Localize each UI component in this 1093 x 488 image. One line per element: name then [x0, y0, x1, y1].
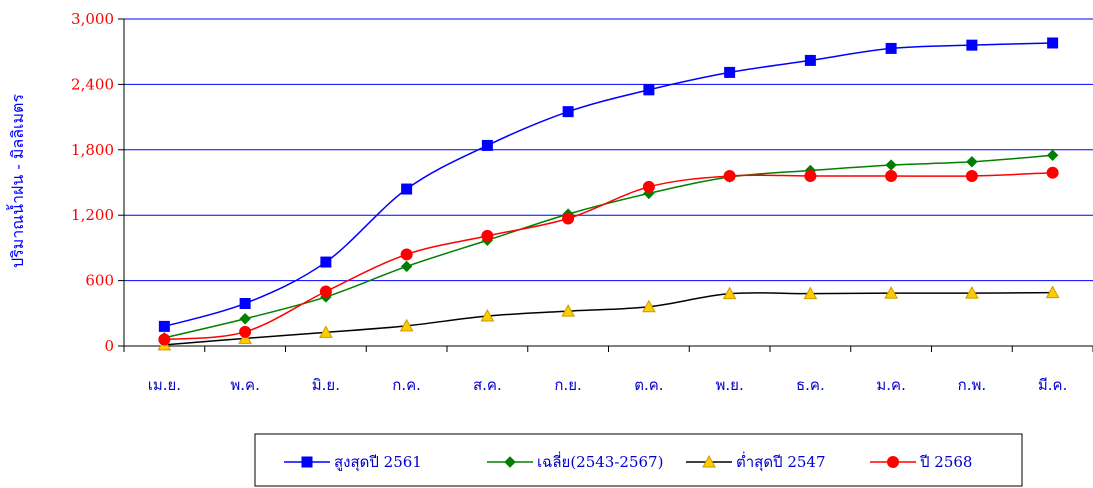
data-point — [885, 159, 897, 171]
data-point — [1046, 166, 1059, 179]
y-tick-labels: 0 600 1,200 1,800 2,400 3,000 — [71, 10, 114, 355]
x-tick-label: มิ.ย. — [312, 376, 340, 394]
legend-label: เฉลี่ย(2543-2567) — [537, 451, 663, 471]
data-point — [804, 54, 816, 66]
data-point — [722, 286, 737, 300]
data-point — [320, 256, 332, 268]
legend-marker — [301, 456, 313, 468]
legend-label: สูงสุดปี 2561 — [334, 453, 422, 472]
x-tick-label: พ.ย. — [716, 376, 744, 394]
y-tick-label: 1,800 — [71, 141, 114, 159]
data-point — [238, 331, 252, 344]
data-point — [319, 285, 332, 298]
legend-marker — [702, 454, 716, 468]
data-point — [643, 84, 655, 96]
data-point — [966, 39, 978, 51]
data-point — [158, 333, 171, 346]
x-tick-label: ธ.ค. — [796, 376, 825, 394]
legend-marker — [887, 456, 899, 468]
data-point — [561, 304, 575, 317]
data-point — [319, 325, 333, 338]
data-point — [804, 169, 817, 182]
y-tick-label: 2,400 — [71, 75, 114, 93]
data-point — [480, 308, 495, 322]
x-tick-label: มี.ค. — [1038, 376, 1067, 394]
data-point — [158, 320, 170, 332]
data-point — [965, 286, 979, 299]
data-point — [1047, 37, 1059, 49]
x-tick-label: ก.พ. — [958, 376, 987, 394]
data-point — [481, 229, 494, 242]
x-tick-label: ก.ค. — [392, 376, 421, 394]
series-line — [164, 291, 1053, 346]
x-tick-label: พ.ค. — [230, 376, 259, 394]
x-tick-label: ม.ค. — [876, 376, 905, 394]
data-point — [642, 299, 656, 313]
series-line — [164, 154, 1053, 339]
data-point — [723, 169, 736, 182]
data-point — [1046, 149, 1059, 161]
data-point — [239, 325, 252, 338]
x-tick-label: ก.ย. — [554, 376, 581, 394]
data-point — [239, 297, 251, 309]
data-point — [562, 212, 575, 225]
x-tick-label: เม.ย. — [148, 376, 181, 394]
x-tick-label: ส.ค. — [473, 376, 502, 394]
data-point — [965, 169, 978, 182]
data-point — [885, 169, 898, 182]
data-point — [803, 286, 818, 300]
y-tick-label: 1,200 — [71, 206, 114, 224]
data-point — [400, 248, 413, 261]
y-tick-label: 600 — [85, 272, 114, 290]
data-point — [399, 318, 414, 332]
data-point — [481, 139, 493, 151]
legend-marker — [504, 456, 516, 468]
y-axis-label: ปริมาณน้ำฝน - มิลลิเมตร — [6, 94, 27, 269]
data-point — [885, 42, 897, 54]
grid-lines — [124, 18, 1093, 282]
x-tick-label: ต.ค. — [634, 376, 663, 394]
y-tick-label: 0 — [104, 337, 114, 355]
series-line — [164, 171, 1053, 341]
data-point — [884, 286, 898, 299]
legend: สูงสุดปี 2561 เฉลี่ย(2543-2567) ต่ำสุดปี 2… — [254, 433, 1023, 487]
x-tick-labels: เม.ย. พ.ค. มิ.ย. ก.ค. ส.ค. ก.ย. ต.ค. พ.ย. ธ.ค. ม.… — [148, 376, 1068, 394]
series-line — [164, 42, 1053, 328]
series-group — [157, 37, 1060, 351]
data-point — [966, 156, 978, 168]
data-point — [239, 313, 251, 325]
data-point — [1045, 285, 1060, 299]
axes — [118, 18, 1093, 352]
legend-label: ต่ำสุดปี 2547 — [736, 451, 826, 472]
data-point — [401, 183, 413, 195]
y-tick-label: 3,000 — [71, 10, 114, 28]
legend-label: ปี 2568 — [919, 453, 972, 471]
data-point — [724, 66, 736, 78]
data-point — [562, 106, 574, 118]
data-point — [400, 260, 413, 273]
data-point — [642, 180, 655, 193]
